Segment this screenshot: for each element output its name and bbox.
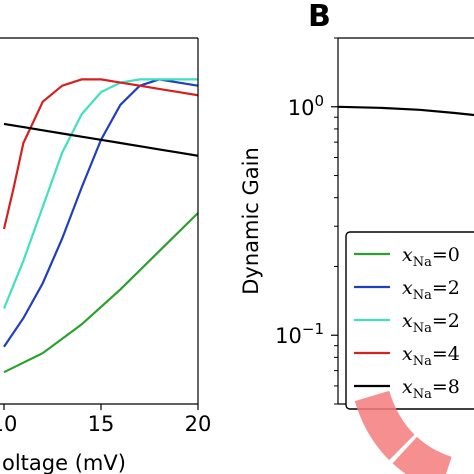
y-axis-label: Dynamic Gain (239, 147, 263, 295)
legend-label: xNa=4 (402, 343, 460, 369)
x-tick-label: 15 (88, 412, 115, 436)
legend-label: xNa=8 (402, 376, 460, 402)
panel-a: 10 15 20 oltage (mV) (0, 37, 212, 474)
series-line-a-4 (3, 122, 198, 157)
y-tick-base: 10 (275, 324, 302, 348)
series-group-a (2, 78, 198, 374)
legend-subscript: Na (413, 288, 432, 303)
watermark (354, 390, 453, 474)
x-tick-label: 20 (185, 412, 212, 436)
legend-value: =4 (432, 343, 460, 365)
series-line-a-2 (2, 78, 198, 309)
x-tick-label: 10 (0, 412, 17, 436)
y-tick-exponent: −1 (302, 320, 324, 338)
y-tick-label: 100 (288, 92, 324, 120)
legend-label: xNa=2 (402, 310, 460, 336)
x-axis-label: oltage (mV) (2, 451, 126, 474)
legend-symbol: x (402, 376, 413, 398)
y-tick-exponent: 0 (314, 92, 324, 110)
series-line-a-3 (2, 78, 198, 230)
legend-label: xNa=0 (402, 244, 460, 270)
legend-value: =2 (432, 277, 460, 299)
legend-subscript: Na (413, 255, 432, 270)
legend-symbol: x (402, 343, 413, 365)
y-tick-base: 10 (288, 96, 315, 120)
legend-value: =2 (432, 310, 460, 332)
legend-symbol: x (402, 244, 413, 266)
legend-symbol: x (402, 310, 413, 332)
legend-subscript: Na (413, 321, 432, 336)
y-tick-label: 10−1 (275, 320, 324, 348)
legend-value: =0 (432, 244, 460, 266)
series-line-b-0 (337, 105, 474, 117)
panel-label-b: B (308, 0, 331, 34)
legend-value: =8 (432, 376, 460, 398)
legend-subscript: Na (413, 354, 432, 369)
watermark-arc (354, 390, 453, 474)
legend-subscript: Na (413, 387, 432, 402)
series-line-a-0 (3, 212, 198, 374)
legend-box (345, 231, 474, 410)
legend-symbol: x (402, 277, 413, 299)
legend-label: xNa=2 (402, 277, 460, 303)
